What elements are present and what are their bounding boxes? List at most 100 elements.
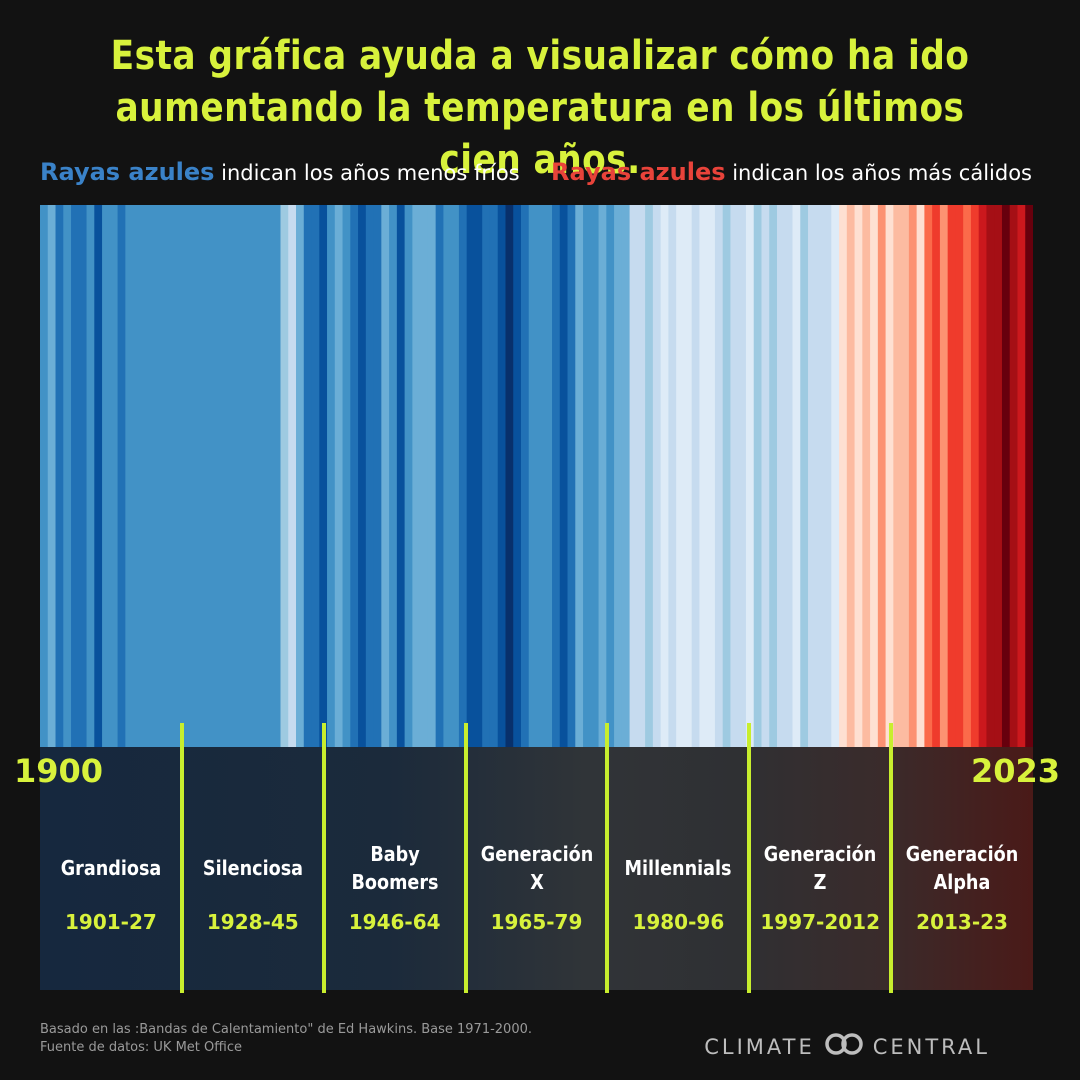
stripe-2011: [901, 205, 910, 747]
page-title: Esta gráfica ayuda a visualizar cómo ha …: [110, 33, 970, 183]
legend-cold-text: indican los años menos fríos: [221, 161, 520, 185]
stripe-2010: [893, 205, 902, 747]
stripe-1971: [590, 205, 600, 747]
stripe-2003: [839, 205, 848, 747]
generation-item: Baby Boomers 1946-64: [325, 838, 465, 934]
stripe-1981: [668, 205, 677, 747]
stripe-2019: [963, 205, 972, 747]
stripe-1903: [63, 205, 72, 747]
stripe-2016: [939, 205, 949, 747]
stripe-1942: [365, 205, 375, 747]
stripe-1958: [489, 205, 499, 747]
stripe-1970: [583, 205, 592, 747]
stripe-1914: [148, 205, 157, 747]
brand-right-text: CENTRAL: [872, 1034, 990, 1059]
stripe-2007: [870, 205, 879, 747]
stripe-2026: [1017, 205, 1026, 747]
generation-item: Millennials 1980-96: [608, 838, 748, 934]
brand-logo: CLIMATE CENTRAL: [704, 1032, 990, 1061]
stripe-1947: [404, 205, 413, 747]
stripe-1944: [381, 205, 390, 747]
generation-years: 1965-79: [490, 910, 583, 934]
infinity-rings-icon: [823, 1032, 865, 1061]
legend-warm-key: Rayas azules: [551, 158, 726, 186]
stripe-1936: [319, 205, 328, 747]
stripe-1951: [435, 205, 445, 747]
stripe-1993: [761, 205, 770, 747]
stripe-1986: [707, 205, 716, 747]
stripe-1925: [233, 205, 243, 747]
generation-years: 1997-2012: [760, 910, 881, 934]
stripe-2009: [885, 205, 894, 747]
stripe-1977: [637, 205, 646, 747]
stripe-1998: [800, 205, 809, 747]
stripe-2027: [1025, 205, 1033, 747]
stripe-1963: [528, 205, 538, 747]
stripe-1945: [389, 205, 398, 747]
stripe-1960: [505, 205, 514, 747]
stripe-1975: [621, 205, 631, 747]
stripe-1918: [179, 205, 188, 747]
stripe-1992: [753, 205, 763, 747]
stripe-1916: [164, 205, 173, 747]
stripe-1983: [683, 205, 693, 747]
stripe-1904: [71, 205, 80, 747]
stripe-1941: [358, 205, 367, 747]
generation-divider: [747, 723, 752, 993]
stripe-1934: [303, 205, 313, 747]
stripe-1921: [202, 205, 212, 747]
stripe-1967: [559, 205, 569, 747]
stripe-1943: [373, 205, 382, 747]
stripe-1917: [171, 205, 181, 747]
stripe-1962: [520, 205, 530, 747]
stripe-1915: [156, 205, 165, 747]
stripe-1991: [745, 205, 755, 747]
stripe-1994: [769, 205, 778, 747]
stripe-1939: [342, 205, 351, 747]
stripe-1955: [466, 205, 476, 747]
stripe-1976: [629, 205, 638, 747]
legend-warm: Rayas azules indican los años más cálido…: [551, 158, 1032, 186]
stripe-1985: [699, 205, 708, 747]
generation-divider: [463, 723, 468, 993]
legend-warm-text: indican los años más cálidos: [732, 161, 1032, 185]
stripe-1999: [808, 205, 817, 747]
stripe-2004: [846, 205, 856, 747]
generation-item: Grandiosa 1901-27: [41, 838, 181, 934]
stripe-2014: [924, 205, 933, 747]
stripe-2013: [916, 205, 925, 747]
stripe-2025: [1009, 205, 1019, 747]
generation-name: Millennials: [624, 856, 732, 880]
stripe-1950: [427, 205, 437, 747]
stripe-1919: [187, 205, 196, 747]
stripe-1938: [334, 205, 344, 747]
stripe-1900: [40, 205, 49, 747]
stripe-1972: [598, 205, 607, 747]
stripe-1969: [575, 205, 584, 747]
generations-panel: [40, 747, 1033, 990]
stripe-1961: [513, 205, 522, 747]
stripe-1974: [614, 205, 623, 747]
stripe-2008: [877, 205, 887, 747]
stripe-2020: [970, 205, 980, 747]
stripe-1949: [420, 205, 429, 747]
stripe-2000: [815, 205, 825, 747]
stripe-1906: [86, 205, 95, 747]
stripe-2002: [831, 205, 840, 747]
stripe-1928: [257, 205, 266, 747]
stripe-1907: [94, 205, 103, 747]
stripe-1927: [249, 205, 258, 747]
stripe-1979: [652, 205, 662, 747]
stripe-2022: [986, 205, 995, 747]
generation-item: Generación Alpha 2013-23: [892, 838, 1032, 934]
generation-name: Baby Boomers: [351, 842, 439, 894]
stripe-1933: [296, 205, 305, 747]
stripe-1990: [738, 205, 747, 747]
footnote: Basado en las :Bandas de Calentamiento" …: [40, 1021, 532, 1057]
stripe-1930: [272, 205, 282, 747]
generation-item: Silenciosa 1928-45: [183, 838, 323, 934]
stripe-1964: [536, 205, 545, 747]
generation-years: 1946-64: [348, 910, 441, 934]
stripe-1952: [443, 205, 452, 747]
stripe-2012: [908, 205, 918, 747]
